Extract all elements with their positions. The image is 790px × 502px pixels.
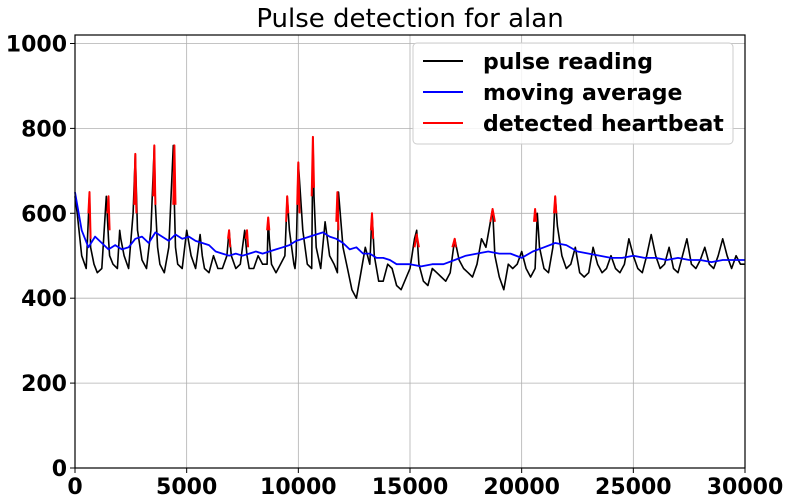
- series-2-segment: [244, 229, 250, 248]
- series-2-segment: [133, 152, 138, 214]
- legend-label: detected heartbeat: [483, 112, 724, 137]
- series-2-segment: [451, 237, 457, 248]
- legend: pulse reading moving average detected hear…: [412, 42, 734, 145]
- y-tick-label: 0: [52, 457, 67, 482]
- x-tick-label: 15000: [372, 475, 449, 500]
- series-2-segment: [152, 144, 157, 205]
- legend-label: moving average: [483, 81, 682, 106]
- series-2-segment: [533, 208, 538, 222]
- y-axis-ticks: 0 200 400 600 800 1000: [6, 32, 75, 482]
- x-tick-label: 20000: [483, 475, 560, 500]
- x-tick-label: 30000: [707, 475, 784, 500]
- x-tick-label: 5000: [156, 475, 217, 500]
- series-2-segment: [285, 195, 290, 222]
- series-2-segment: [106, 195, 111, 231]
- y-tick-label: 200: [21, 372, 67, 397]
- series-2-segment: [227, 229, 232, 248]
- series-2-segment: [553, 195, 558, 214]
- x-tick-label: 10000: [260, 475, 337, 500]
- series-2-segment: [296, 161, 301, 214]
- series-2-segment: [335, 191, 340, 231]
- series-2-segment: [489, 208, 496, 222]
- series-2-segment: [310, 135, 315, 197]
- series-2-segment: [369, 212, 375, 239]
- series-layer: [74, 135, 745, 300]
- x-tick-label: 25000: [595, 475, 672, 500]
- series-1-line: [74, 191, 745, 268]
- legend-label: pulse reading: [483, 50, 653, 75]
- series-0-line: [74, 136, 745, 300]
- legend-box: [412, 42, 734, 145]
- series-2-segment: [172, 144, 177, 205]
- y-tick-label: 1000: [6, 32, 67, 57]
- y-tick-label: 400: [21, 287, 67, 312]
- chart-title: Pulse detection for alan: [256, 4, 563, 34]
- y-tick-label: 800: [21, 117, 67, 142]
- series-2-segment: [87, 191, 92, 239]
- series-2-segment: [413, 233, 420, 248]
- series-2-segment: [266, 216, 271, 231]
- y-tick-label: 600: [21, 202, 67, 227]
- x-tick-label: 0: [67, 475, 82, 500]
- x-axis-ticks: 0 5000 10000 15000 20000 25000 30000: [67, 468, 783, 500]
